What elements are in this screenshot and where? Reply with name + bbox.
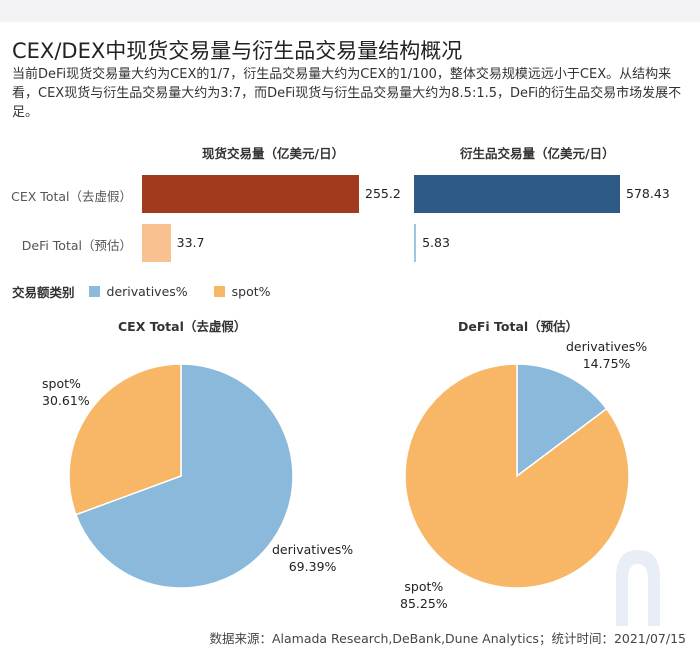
pie-label-defi-derivatives-name: derivatives%	[566, 339, 648, 354]
pie-cex	[68, 363, 294, 589]
pie-defi-slice-spot	[404, 363, 630, 589]
top-bar	[0, 0, 700, 22]
pie-cex-slice-derivatives	[74, 363, 294, 589]
value-label-derivatives-defi: 5.83	[422, 235, 450, 250]
legend-title: 交易额类别	[12, 285, 75, 300]
legend-label-spot: spot%	[231, 284, 271, 299]
bar-spot-cex	[142, 175, 359, 213]
bar-spot-defi	[142, 224, 171, 262]
pie-cex-slice-spot	[68, 363, 182, 516]
legend-item-spot: spot%	[213, 284, 271, 299]
row-label-defi: DeFi Total（预估）	[21, 238, 132, 253]
value-label-spot-cex: 255.2	[365, 186, 401, 201]
page-title: CEX/DEX中现货交易量与衍生品交易量结构概况	[12, 39, 463, 63]
derivatives-volume-header: 衍生品交易量（亿美元/日）	[460, 146, 615, 161]
spot-volume-header: 现货交易量（亿美元/日）	[202, 146, 345, 161]
pie-label-defi-spot-name: spot%	[404, 579, 444, 594]
bar-derivatives-cex	[414, 175, 620, 213]
bar-derivatives-defi	[414, 224, 417, 262]
pie-label-cex-derivatives-name: derivatives%	[272, 542, 354, 557]
pie-label-defi-derivatives-value: 14.75%	[582, 356, 631, 371]
pie-defi-slice-derivatives	[516, 363, 608, 478]
pie-label-cex-spot-name: spot%	[42, 376, 81, 391]
pie-label-defi-spot: spot% 85.25%	[400, 578, 448, 612]
legend-swatch-spot	[213, 286, 225, 297]
legend-swatch-derivatives	[88, 286, 100, 297]
legend-label-derivatives: derivatives%	[106, 284, 188, 299]
source-note: 数据来源：Alamada Research,DeBank,Dune Analyt…	[209, 631, 686, 646]
pie-label-cex-derivatives-value: 69.39%	[288, 559, 337, 574]
pie-title-defi: DeFi Total（预估）	[458, 319, 579, 334]
pie-label-cex-spot-value: 30.61%	[42, 393, 90, 408]
pie-label-cex-derivatives: derivatives% 69.39%	[272, 541, 353, 575]
pie-defi	[404, 363, 630, 589]
row-label-cex: CEX Total（去虚假）	[11, 189, 132, 204]
watermark-logo-icon	[616, 550, 660, 626]
pie-title-cex: CEX Total（去虚假）	[118, 319, 247, 334]
pie-label-defi-derivatives: derivatives% 14.75%	[566, 338, 647, 372]
pie-label-defi-spot-value: 85.25%	[400, 596, 448, 611]
legend: 交易额类别 derivatives% spot%	[12, 282, 297, 301]
page-description: 当前DeFi现货交易量大约为CEX的1/7，衍生品交易量大约为CEX的1/100…	[12, 67, 682, 120]
legend-item-derivatives: derivatives%	[88, 284, 188, 299]
value-label-spot-defi: 33.7	[176, 235, 205, 250]
value-label-derivatives-cex: 578.43	[626, 186, 670, 201]
pie-label-cex-spot: spot% 30.61%	[42, 375, 90, 409]
